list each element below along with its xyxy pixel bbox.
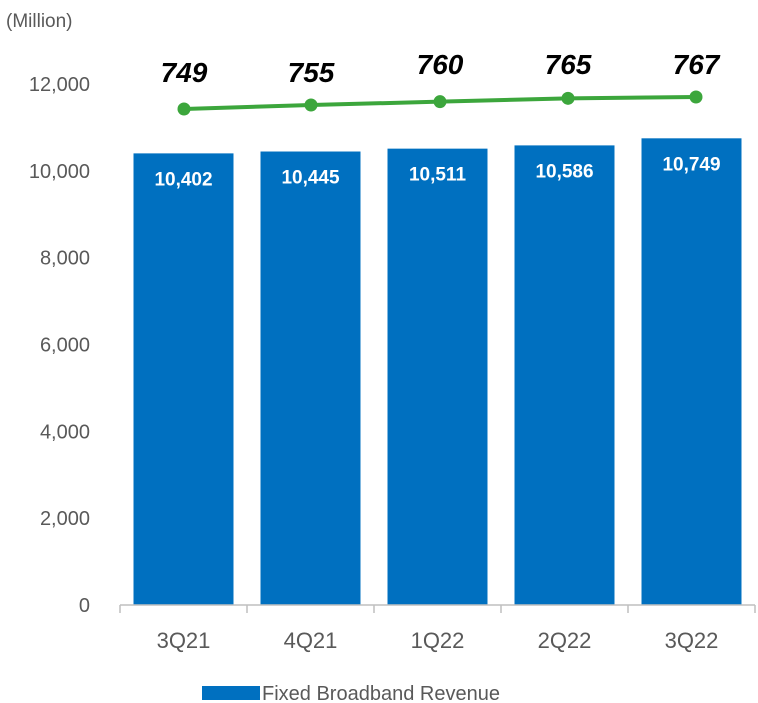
line-data-label: 765	[545, 49, 592, 80]
legend-label: Fixed Broadband Revenue	[262, 683, 500, 703]
line-data-label: 760	[417, 49, 464, 80]
bar-data-label: 10,749	[662, 154, 720, 175]
y-tick-label: 12,000	[29, 74, 90, 96]
bar-data-label: 10,511	[409, 165, 466, 186]
y-tick-label: 0	[79, 595, 90, 617]
bar	[641, 138, 742, 605]
bar	[260, 151, 361, 605]
y-tick-label: 10,000	[29, 161, 90, 183]
line-data-label: 749	[161, 57, 208, 88]
y-axis-ticks: 0 2,000 4,000 6,000 8,000 10,000 12,000	[29, 74, 90, 617]
line-point	[561, 91, 575, 105]
bar-data-label: 10,402	[154, 169, 212, 190]
line-series: 749 755 760 765 767	[161, 49, 721, 116]
line-point	[304, 98, 318, 112]
x-tick-label: 4Q21	[284, 628, 338, 653]
bar-series: 10,402 10,445 10,511 10,586 10,749	[133, 138, 742, 606]
y-tick-label: 4,000	[40, 421, 90, 443]
bar-data-label: 10,445	[281, 168, 340, 189]
x-axis-ticks: 3Q21 4Q21 1Q22 2Q22 3Q22	[119, 605, 756, 653]
unit-label: (Million)	[6, 11, 73, 32]
line-data-label: 767	[673, 49, 721, 80]
x-tick-label: 2Q22	[538, 628, 592, 653]
bar-data-label: 10,586	[535, 161, 593, 182]
y-tick-label: 6,000	[40, 335, 90, 357]
line-point	[689, 90, 703, 104]
line-point	[433, 95, 447, 109]
bar	[133, 153, 234, 606]
x-tick-label: 3Q22	[665, 628, 719, 653]
bar	[387, 148, 488, 606]
y-tick-label: 8,000	[40, 248, 90, 270]
legend-swatch	[202, 686, 260, 700]
line-point	[177, 102, 191, 116]
bar	[514, 145, 615, 605]
line-data-label: 755	[288, 57, 335, 88]
y-tick-label: 2,000	[40, 508, 90, 530]
x-tick-label: 1Q22	[411, 628, 465, 653]
x-tick-label: 3Q21	[157, 628, 211, 653]
legend: Fixed Broadband Revenue	[202, 683, 500, 703]
